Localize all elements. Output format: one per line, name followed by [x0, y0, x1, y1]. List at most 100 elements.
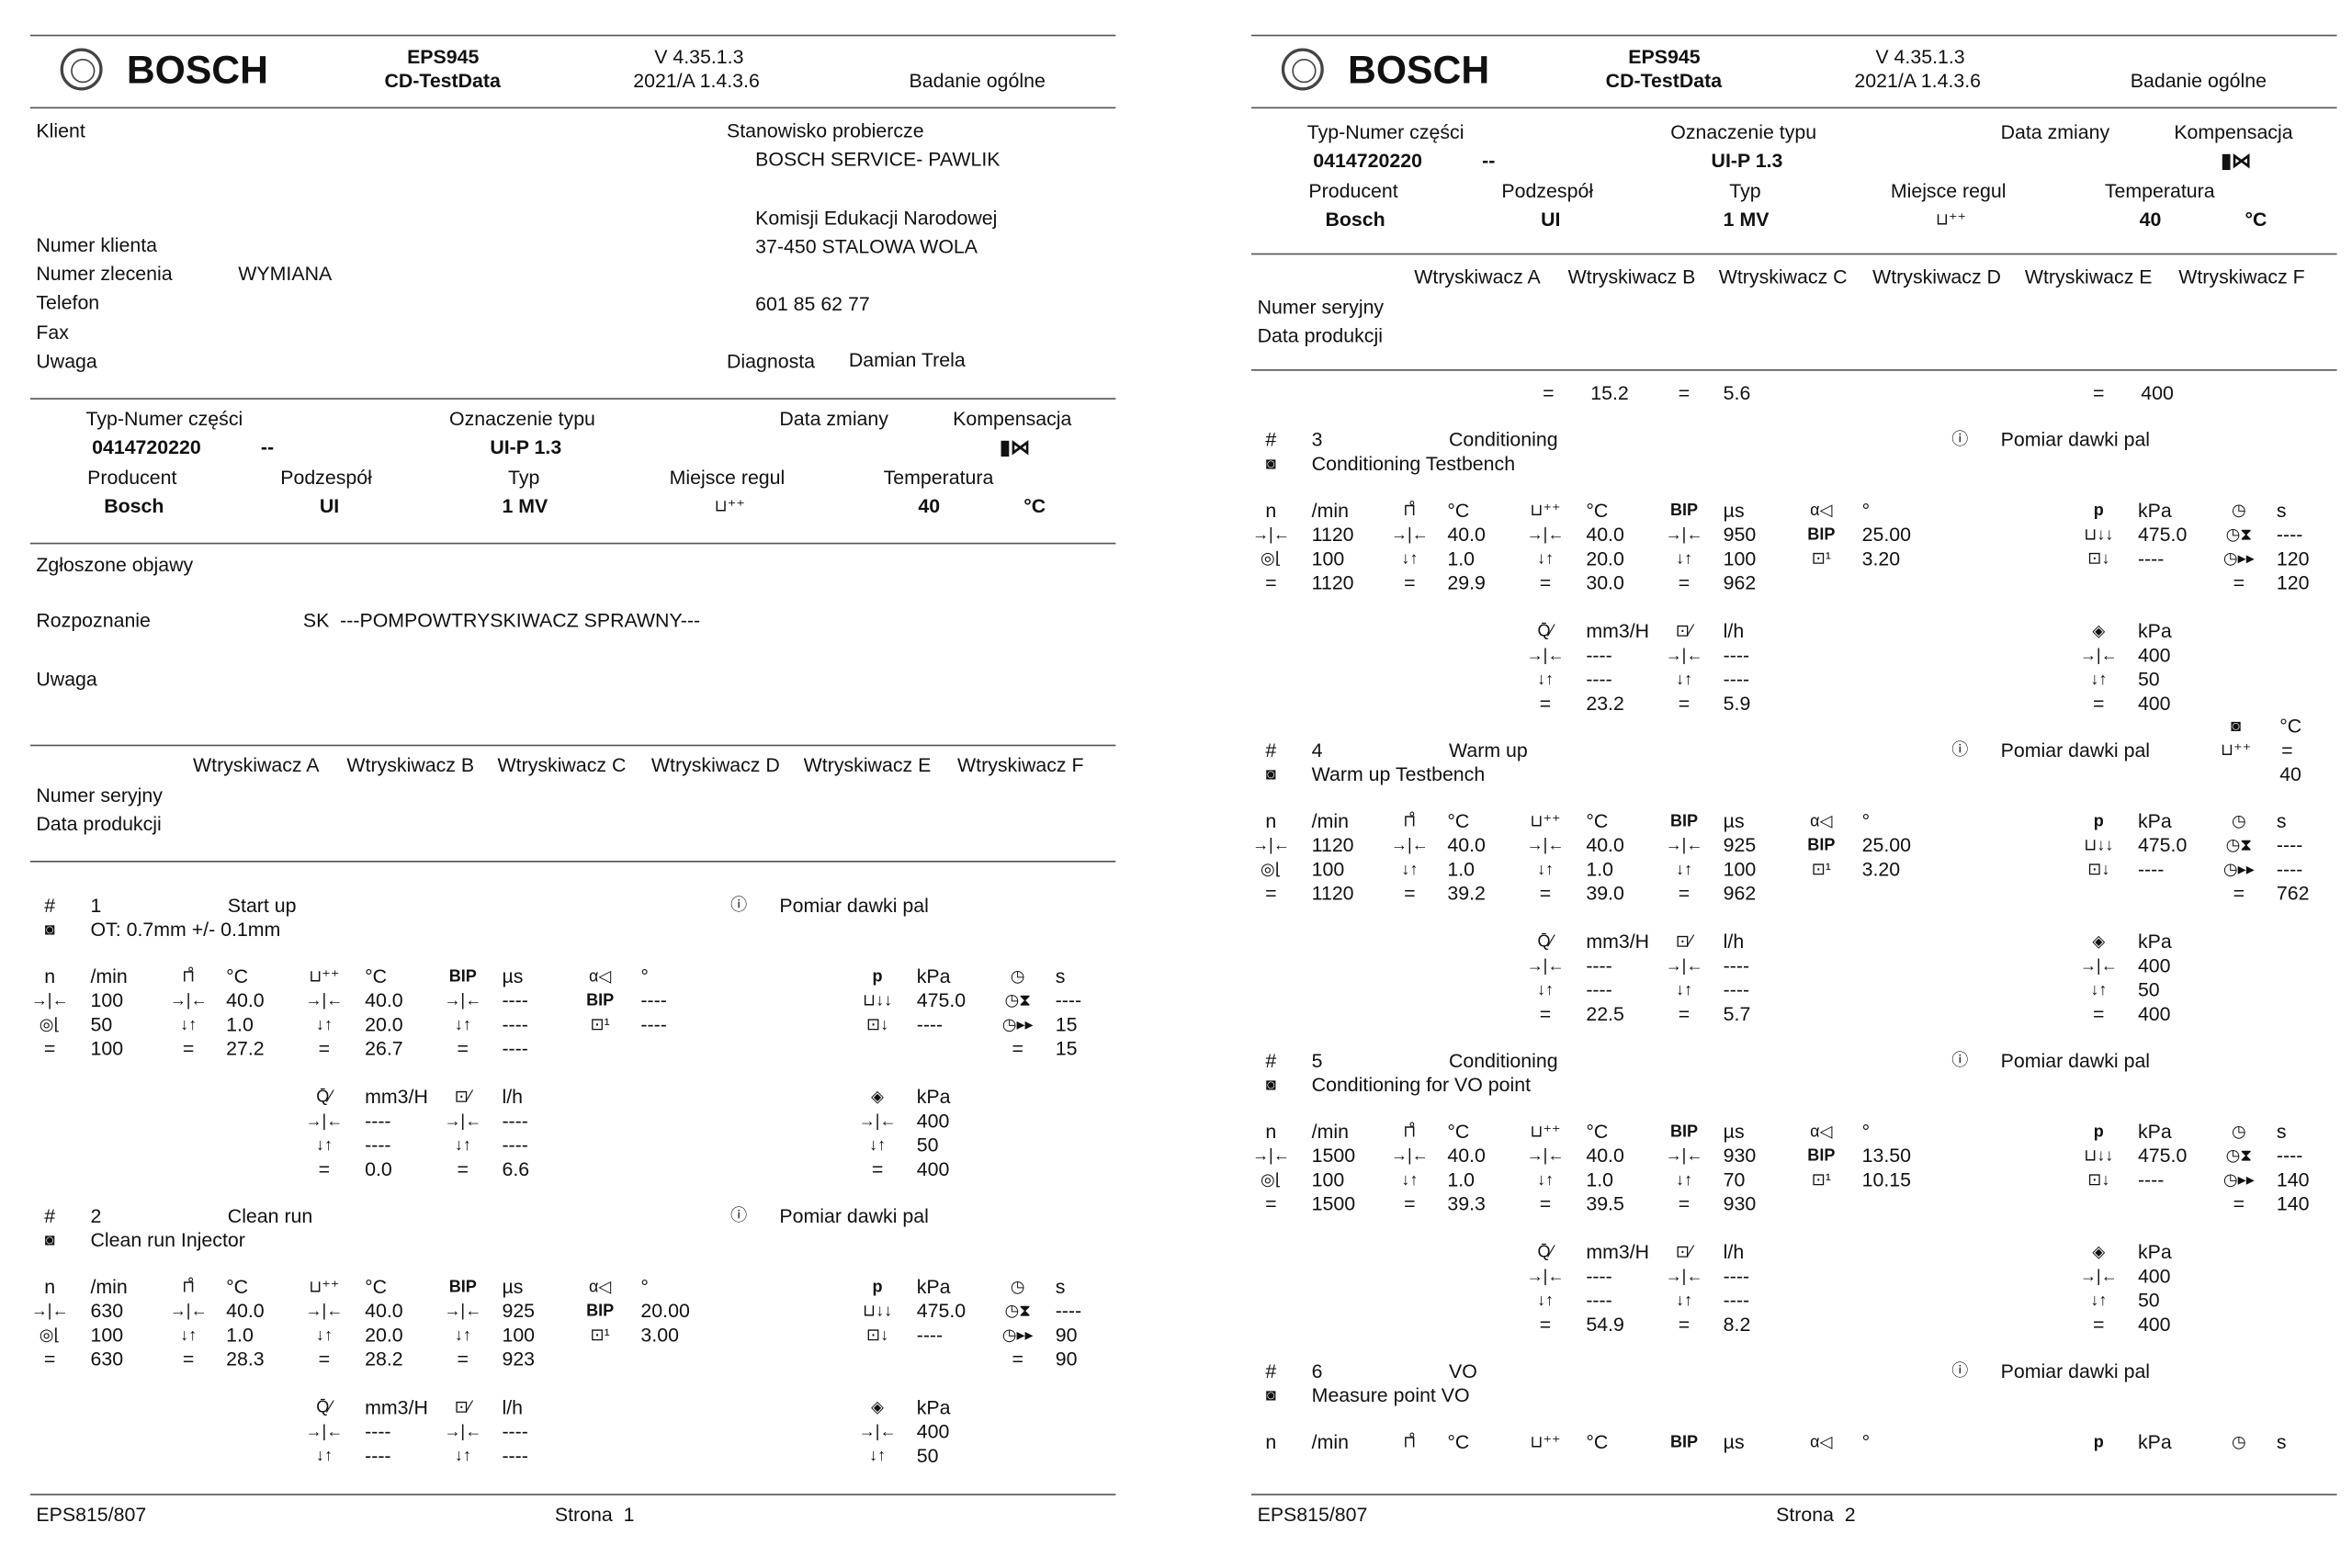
bath-temperature-icon: ⊔⁺⁺	[1530, 812, 1561, 831]
tolerance-icon: ↓↑	[180, 1016, 198, 1034]
bip-symbol: BIP	[1807, 525, 1836, 545]
return-unit: l/h	[1723, 1240, 1745, 1264]
clock-icon: ◷	[2231, 1122, 2246, 1142]
angle-icon: α◁	[1810, 812, 1833, 831]
t2-value: 30.0	[1586, 570, 1624, 594]
pressure-symbol: p	[2093, 1122, 2104, 1142]
injection-quantity-icon: Q̄⁄	[1537, 932, 1554, 952]
test-name: Conditioning	[1449, 428, 1558, 451]
bip-value: 100	[502, 1323, 536, 1347]
divider	[29, 34, 1116, 37]
target-icon: →|←	[444, 1112, 482, 1131]
podzespol: UI	[319, 494, 340, 517]
tolerance-icon: ↓↑	[1675, 981, 1693, 999]
t1-value: 39.2	[1447, 881, 1486, 905]
tolerance-icon: ↓↑	[315, 1447, 333, 1466]
angle-icon: α◁	[588, 1278, 612, 1297]
temperature-compensation-icon: ▮⋈	[2221, 149, 2252, 173]
t2-unit: °C	[365, 1275, 388, 1298]
clock-wait-icon: ◷⧗	[1004, 991, 1031, 1010]
time-value: ----	[2276, 833, 2303, 857]
t2-value: 40.0	[1586, 1144, 1624, 1168]
test-description: Warm up Testbench	[1311, 762, 1486, 785]
actual-sign: =	[318, 1037, 331, 1060]
podzespol-label: Podzespół	[280, 466, 372, 489]
t1-value: 40.0	[1447, 833, 1486, 857]
ret-value: 6.6	[502, 1157, 530, 1180]
injector-column-header: Wtryskiwacz B	[346, 753, 475, 777]
return-quantity-icon: ⊡⁄	[454, 1398, 471, 1417]
tolerance-icon: ↓↑	[1675, 1171, 1693, 1190]
bip-symbol: BIP	[1669, 1433, 1699, 1452]
measure-icon: ⓘ	[1951, 741, 1969, 761]
tolerance-icon: ↓↑	[2090, 671, 2108, 689]
typ-numer: 0414720220	[1313, 149, 1422, 173]
divider	[29, 542, 1116, 545]
ret-value: ----	[502, 1419, 528, 1443]
n-value: 100	[1311, 857, 1345, 881]
test-name: Clean run	[227, 1204, 313, 1227]
tolerance-icon: ↓↑	[1536, 981, 1555, 999]
angle-delta-icon: ⊡¹	[1811, 1171, 1831, 1190]
pf-value: 400	[2137, 692, 2171, 715]
actual-sign: =	[182, 1348, 195, 1371]
station-street: Komisji Edukacji Narodowej	[755, 206, 998, 230]
return-unit: l/h	[502, 1085, 523, 1109]
t2-value: 40.0	[365, 1299, 403, 1323]
angle-unit: °	[640, 964, 649, 987]
clock-icon: ◷	[1010, 1278, 1025, 1297]
measure-label: Pomiar dawki pal	[2000, 1359, 2151, 1382]
q-value: ----	[365, 1134, 391, 1156]
cam-icon: ◙	[1265, 455, 1276, 474]
rozpoznanie: SK ---POMPOWTRYSKIWACZ SPRAWNY---	[302, 608, 701, 632]
bath-temperature-icon: ⊔⁺⁺	[1530, 1433, 1561, 1452]
injector-column-header: Wtryskiwacz E	[2024, 265, 2153, 288]
time-value: 90	[1055, 1323, 1078, 1347]
findings-uwaga-label: Uwaga	[36, 667, 97, 691]
angle-delta-icon: ⊡¹	[590, 1326, 610, 1345]
footer-device: EPS815/807	[1257, 1503, 1368, 1526]
clock-run-icon: ◷▸▸	[2222, 549, 2255, 569]
station-phone: 601 85 62 77	[755, 292, 870, 315]
pressure-value: ----	[916, 1012, 944, 1036]
tolerance-icon: ↓↑	[2090, 1292, 2108, 1311]
test-name: Start up	[227, 894, 297, 917]
t1-value: 40.0	[1447, 523, 1486, 547]
injector-column-header: Wtryskiwacz B	[1567, 265, 1696, 288]
t2-unit: °C	[1586, 809, 1609, 832]
production-date-label: Data produkcji	[1257, 323, 1383, 347]
tolerance-icon: ↓↑	[1675, 671, 1693, 689]
t2-unit: °C	[365, 964, 388, 987]
q-value: 22.5	[1586, 1002, 1624, 1025]
pf-value: 50	[2137, 667, 2160, 691]
brand-name: BOSCH	[1348, 46, 1490, 93]
q-value: ----	[365, 1419, 391, 1443]
time-value: 120	[2276, 547, 2310, 570]
divider	[1251, 369, 2337, 371]
bip-value: 100	[1723, 547, 1757, 570]
divider	[29, 861, 1116, 863]
temperatura: 40	[2139, 208, 2162, 231]
product-name: EPS945	[407, 45, 480, 68]
speed-unit: /min	[1311, 1120, 1349, 1143]
speed-symbol: n	[44, 964, 56, 987]
bath-temperature-icon: ⊔⁺⁺	[1530, 1122, 1561, 1142]
speed-symbol: n	[1265, 1430, 1277, 1453]
ret-value: ----	[1723, 978, 1750, 1001]
return-pressure-icon: ⊡↓	[865, 1326, 889, 1345]
rozpoznanie-label: Rozpoznanie	[36, 608, 151, 632]
time-unit: s	[1055, 1275, 1066, 1298]
actual-sign: =	[2233, 570, 2245, 594]
bip-value: 962	[1723, 881, 1757, 905]
target-icon: →|←	[1251, 1146, 1290, 1166]
bip-value: ----	[502, 988, 528, 1012]
target-icon: →|←	[1665, 957, 1703, 976]
valve-pressure-unit: kPa	[2137, 619, 2172, 643]
target-icon: →|←	[1251, 525, 1290, 545]
test-hash: #	[44, 1204, 56, 1227]
target-icon: →|←	[1251, 836, 1290, 855]
t2-value: 20.0	[365, 1012, 403, 1036]
pressure-symbol: p	[2093, 1433, 2104, 1452]
t1-value: 27.2	[226, 1037, 265, 1060]
actual-sign: =	[1678, 570, 1690, 594]
